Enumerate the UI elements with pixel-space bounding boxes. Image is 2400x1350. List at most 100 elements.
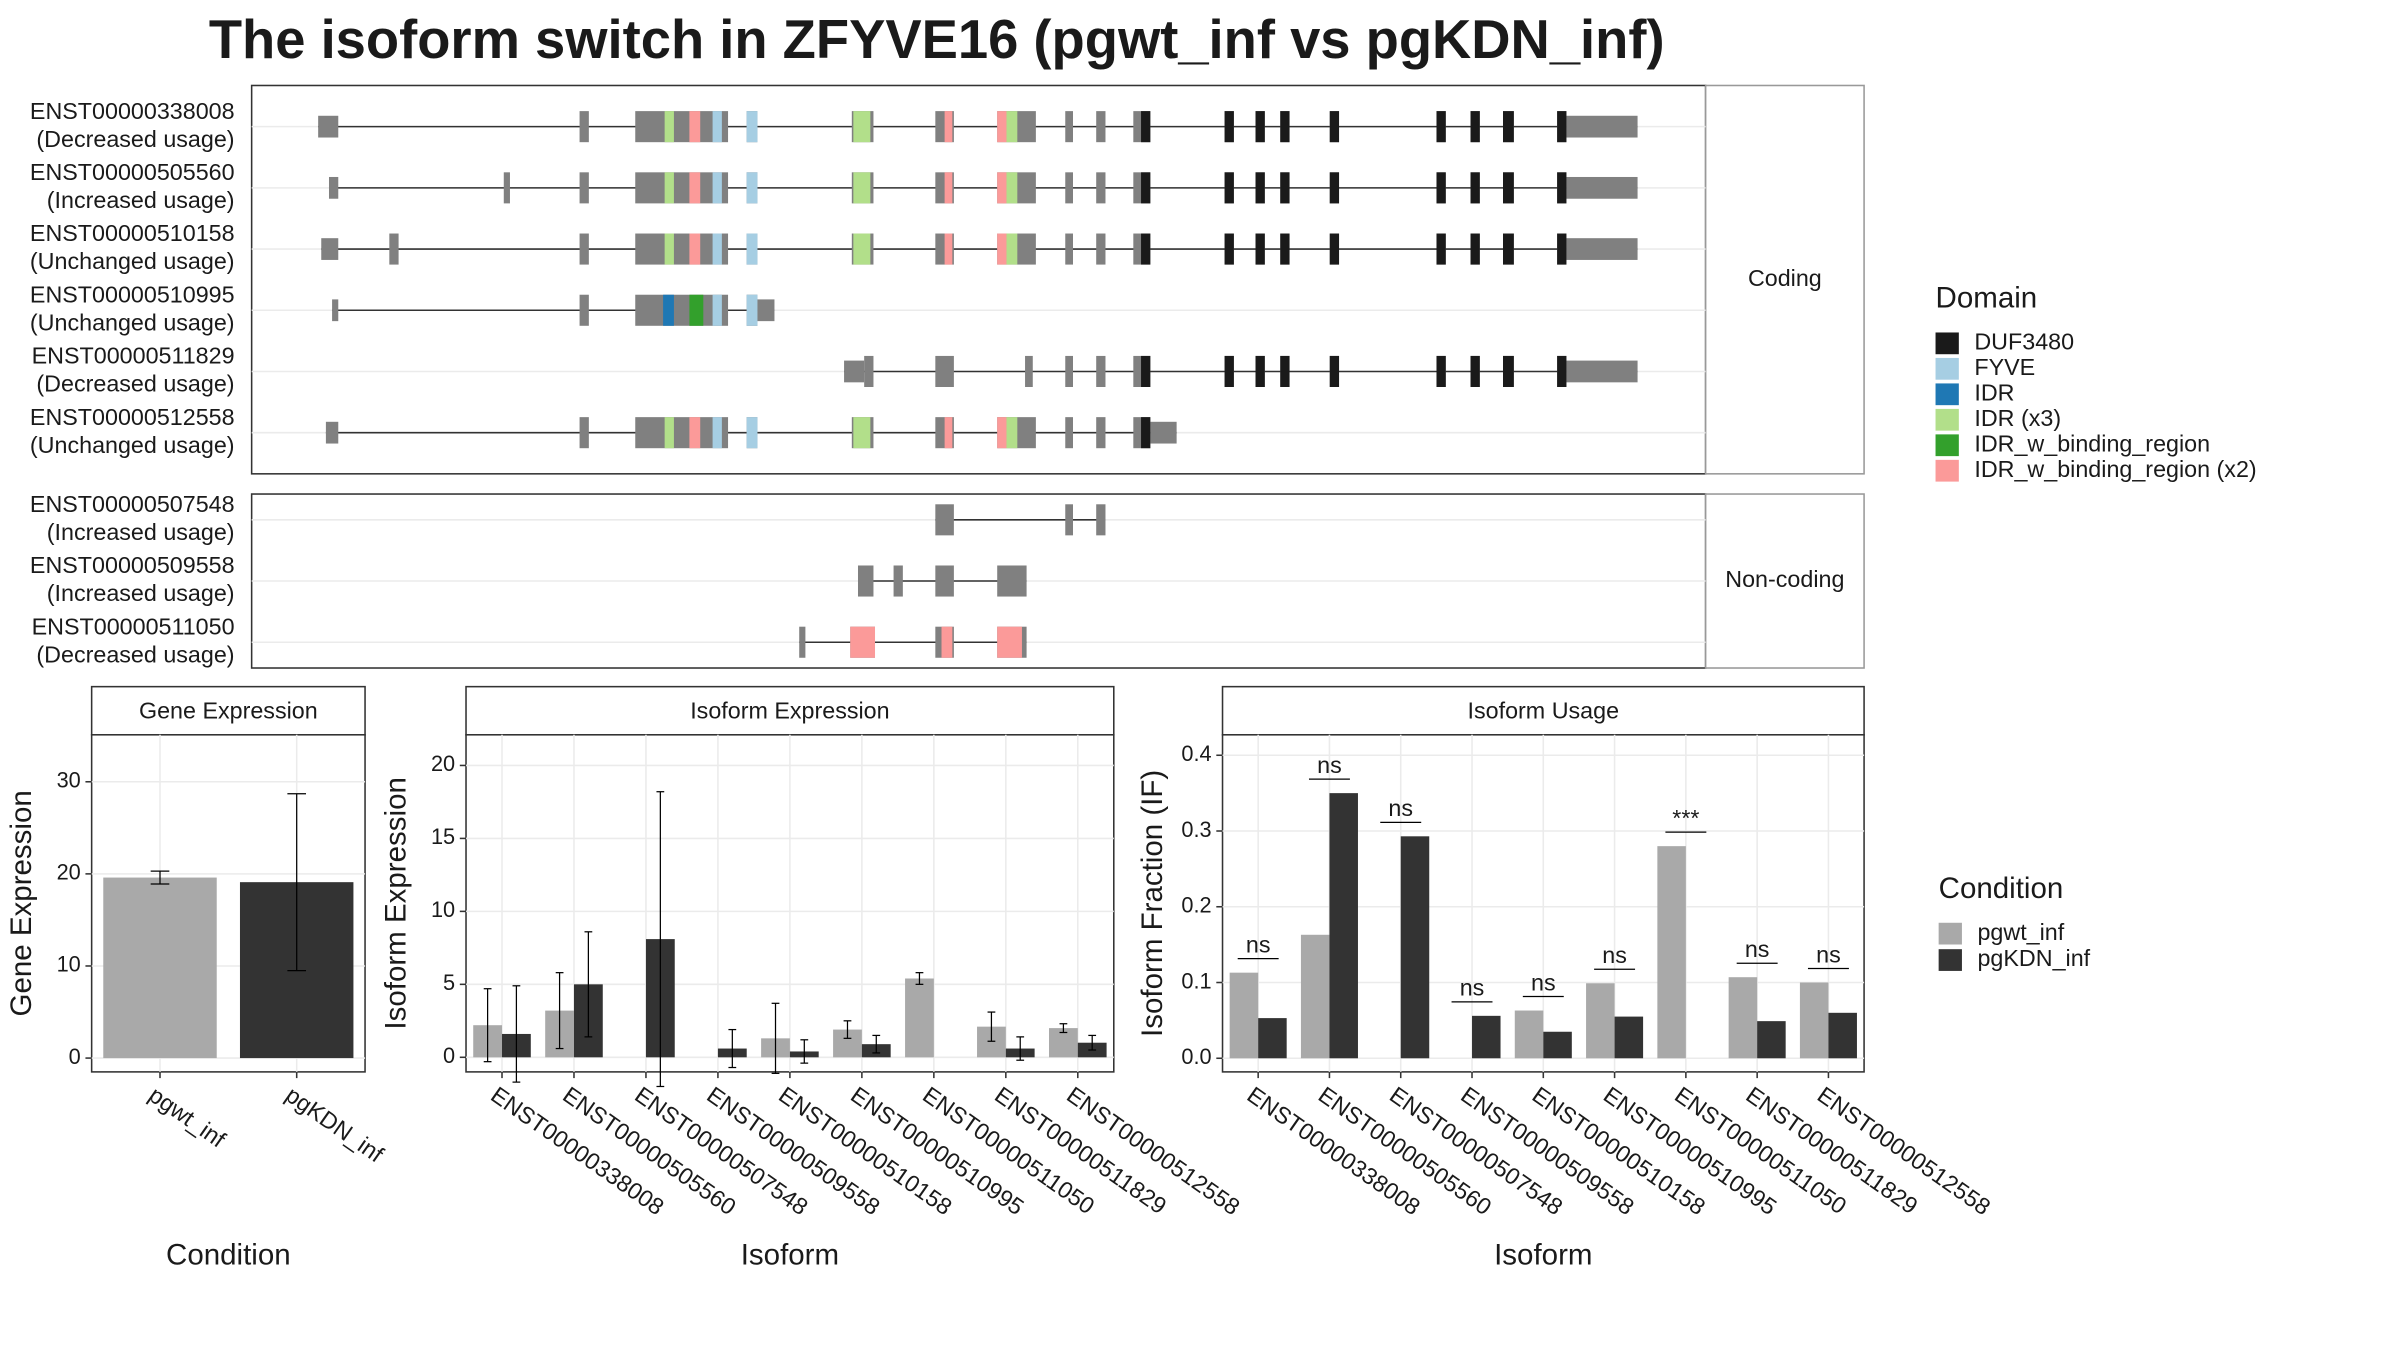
domain (1006, 172, 1018, 204)
exon (1065, 504, 1073, 536)
domain (1224, 111, 1234, 143)
y-tick-label: 0.3 (1181, 817, 1211, 842)
bar (1514, 1010, 1544, 1059)
exon (1096, 417, 1106, 449)
strip-label: Non-coding (1725, 566, 1844, 592)
domain (1329, 111, 1340, 143)
transcript-name: ENST00000505560 (30, 159, 235, 185)
domain (1436, 111, 1446, 143)
y-tick-label: 20 (57, 860, 81, 885)
domain (664, 111, 674, 143)
domain (689, 417, 701, 449)
legend-label: IDR (x3) (1974, 405, 2061, 431)
domain (746, 111, 758, 143)
exon (1096, 504, 1106, 536)
domain (1503, 355, 1514, 387)
domain (1280, 172, 1290, 204)
legend-swatch (1938, 949, 1962, 971)
legend-label: FYVE (1974, 354, 2035, 380)
bar (1229, 972, 1259, 1059)
transcript-usage: (Unchanged usage) (30, 248, 235, 274)
domain (853, 172, 871, 204)
domain (997, 233, 1007, 265)
domain (1255, 172, 1265, 204)
bar (1728, 977, 1758, 1059)
domain (1255, 233, 1265, 265)
exon (1065, 111, 1073, 143)
utr (321, 238, 339, 260)
domain (1329, 233, 1340, 265)
domain (712, 172, 722, 204)
strip (1704, 84, 1865, 475)
exon (893, 565, 903, 597)
x-tick-label: pgwt_inf (144, 1081, 230, 1152)
y-tick-label: 0.2 (1181, 893, 1211, 918)
transcript-usage: (Decreased usage) (36, 371, 234, 397)
bar (103, 877, 217, 1059)
bar (1543, 1031, 1572, 1059)
domain (746, 294, 758, 326)
legend-title: Domain (1936, 282, 2038, 315)
domain (1557, 172, 1567, 204)
domain (746, 172, 758, 204)
domain (1329, 355, 1340, 387)
exon (579, 417, 589, 449)
domain (853, 233, 871, 265)
panel-title: Gene Expression (139, 697, 318, 723)
domain (944, 233, 953, 265)
y-tick-label: 10 (431, 897, 455, 922)
exon (389, 233, 399, 265)
exon (1065, 172, 1073, 204)
exon (935, 565, 954, 597)
significance-label: ns (1602, 942, 1627, 968)
bar (1586, 983, 1615, 1059)
legend-label: IDR_w_binding_region (1974, 430, 2210, 456)
domain (1006, 111, 1018, 143)
y-tick-label: 15 (431, 824, 455, 849)
exon (579, 172, 589, 204)
transcript-usage: (Increased usage) (47, 519, 235, 545)
exon (1025, 355, 1033, 387)
x-axis-label: Isoform (741, 1239, 839, 1272)
utr (1566, 238, 1638, 260)
panel-title: Isoform Usage (1468, 697, 1620, 723)
x-axis-label: Isoform (1494, 1239, 1592, 1272)
exon (1065, 233, 1073, 265)
strip (1704, 493, 1865, 669)
legend-swatch (1935, 408, 1959, 431)
significance-label: ns (1317, 752, 1342, 778)
y-axis-label: Isoform Fraction (IF) (1136, 770, 1169, 1037)
transcript-name: ENST00000509558 (30, 552, 235, 578)
significance-label: ns (1246, 931, 1271, 957)
domain (944, 417, 953, 449)
transcript-usage: (Increased usage) (47, 580, 235, 606)
domain (1255, 111, 1265, 143)
exon (503, 172, 510, 204)
transcript-name: ENST00000507548 (30, 491, 235, 517)
utr (332, 299, 339, 322)
domain (664, 233, 674, 265)
transcript-name: ENST00000510995 (30, 281, 235, 307)
utr (1150, 421, 1177, 444)
transcript-usage: (Unchanged usage) (30, 309, 235, 335)
transcript-name: ENST00000510158 (30, 220, 235, 246)
domain (746, 233, 758, 265)
bar (905, 978, 934, 1058)
exon (579, 233, 589, 265)
exon (799, 626, 806, 658)
domain (853, 417, 871, 449)
domain (1280, 111, 1290, 143)
legend-label: IDR (1974, 379, 2014, 405)
domain (1255, 355, 1265, 387)
domain (1470, 233, 1480, 265)
utr (325, 421, 339, 444)
utr (318, 115, 339, 138)
exon (1096, 111, 1106, 143)
exon (579, 111, 589, 143)
domain (997, 111, 1007, 143)
utr (328, 176, 339, 199)
bar (1799, 982, 1829, 1059)
legend-swatch (1935, 332, 1959, 355)
domain (1006, 417, 1018, 449)
